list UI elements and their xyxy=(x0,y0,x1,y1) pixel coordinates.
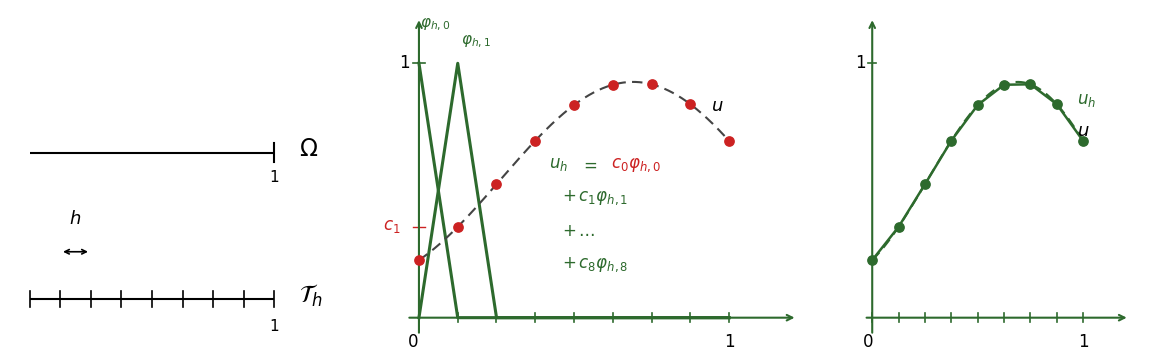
Text: $u_h$: $u_h$ xyxy=(549,157,569,173)
Text: 1: 1 xyxy=(856,54,866,72)
Text: $\mathcal{T}_h$: $\mathcal{T}_h$ xyxy=(299,283,322,309)
Text: 1: 1 xyxy=(270,170,279,185)
Text: $u$: $u$ xyxy=(711,97,723,115)
Point xyxy=(863,257,881,263)
Text: $+\,c_8\varphi_{h,8}$: $+\,c_8\varphi_{h,8}$ xyxy=(562,255,628,274)
Text: $u_h$: $u_h$ xyxy=(1077,92,1095,109)
Text: $+\,c_1\varphi_{h,1}$: $+\,c_1\varphi_{h,1}$ xyxy=(562,189,628,208)
Point xyxy=(1048,101,1067,107)
Text: 1: 1 xyxy=(270,319,279,334)
Text: 1: 1 xyxy=(724,333,734,351)
Text: $\varphi_{h,0}$: $\varphi_{h,0}$ xyxy=(420,16,450,33)
Point xyxy=(565,102,584,108)
Text: $=$: $=$ xyxy=(580,157,598,173)
Point xyxy=(488,181,506,187)
Point xyxy=(603,82,622,88)
Point xyxy=(968,102,987,108)
Text: $+\,\ldots$: $+\,\ldots$ xyxy=(562,223,595,240)
Point xyxy=(720,138,739,144)
Point xyxy=(681,101,699,107)
Point xyxy=(1073,138,1092,144)
Point xyxy=(448,224,467,230)
Point xyxy=(526,138,544,144)
Text: 0: 0 xyxy=(408,333,418,351)
Point xyxy=(995,82,1013,88)
Text: $\varphi_{h,1}$: $\varphi_{h,1}$ xyxy=(461,34,491,51)
Text: $c_0\varphi_{h,0}$: $c_0\varphi_{h,0}$ xyxy=(611,156,661,174)
Text: 1: 1 xyxy=(400,54,410,72)
Text: 0: 0 xyxy=(863,333,873,351)
Text: $\Omega$: $\Omega$ xyxy=(299,138,318,162)
Point xyxy=(1021,81,1040,87)
Point xyxy=(889,224,908,230)
Text: $c_1$: $c_1$ xyxy=(383,218,401,236)
Point xyxy=(410,257,428,263)
Text: 1: 1 xyxy=(1078,333,1089,351)
Point xyxy=(943,138,961,144)
Point xyxy=(916,181,935,187)
Text: $h$: $h$ xyxy=(69,210,81,228)
Point xyxy=(643,81,661,87)
Text: $u$: $u$ xyxy=(1077,122,1090,140)
